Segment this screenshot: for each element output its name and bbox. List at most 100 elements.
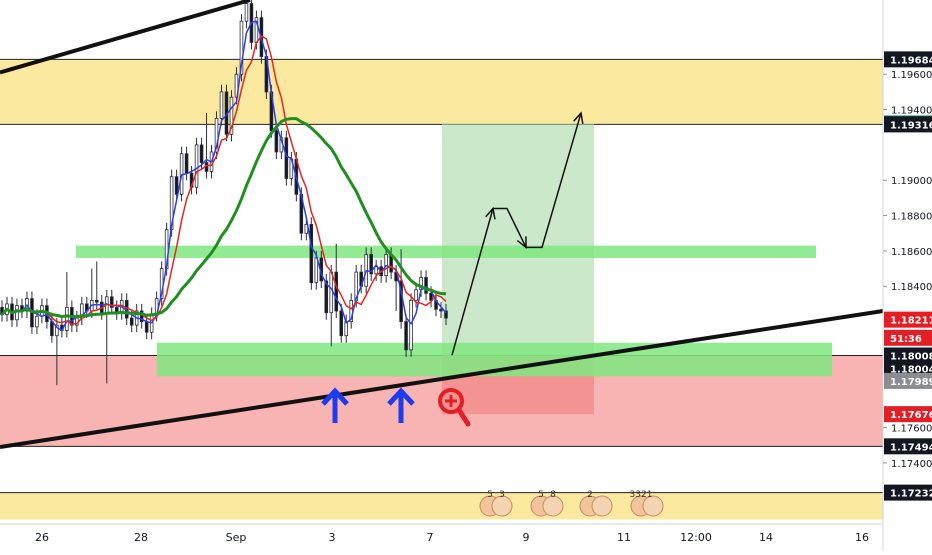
price-tag: 1.18004 bbox=[884, 360, 932, 377]
price-tag: 1.19316 bbox=[884, 116, 932, 133]
candle bbox=[214, 111, 219, 160]
price-tag: 1.19684 bbox=[884, 51, 932, 68]
candle-body bbox=[439, 308, 443, 312]
candle bbox=[65, 272, 69, 338]
upper-resistance-zone bbox=[0, 59, 883, 125]
upper-trendline bbox=[0, 0, 251, 75]
candle-body bbox=[309, 223, 314, 284]
candle bbox=[229, 90, 234, 142]
y-axis: 1.19600 1.19400 1.19000 1.18800 1.18600 1.184… bbox=[882, 0, 932, 550]
candle-body bbox=[314, 257, 319, 284]
candle bbox=[409, 293, 413, 357]
moving-averages-layer bbox=[0, 20, 447, 332]
event-flag-label: 5 bbox=[487, 490, 493, 500]
candle-body bbox=[35, 315, 39, 328]
candle-body bbox=[444, 310, 448, 319]
candle bbox=[95, 261, 99, 310]
candle-body bbox=[369, 254, 373, 275]
candle bbox=[424, 270, 428, 301]
candle bbox=[404, 314, 408, 357]
lower-zone bbox=[0, 492, 883, 520]
candle bbox=[339, 303, 344, 343]
y-axis-background bbox=[883, 0, 932, 550]
candle-body bbox=[409, 299, 413, 351]
projection-arrowhead bbox=[573, 111, 584, 125]
candle-body bbox=[414, 289, 418, 301]
event-flag-icon bbox=[591, 495, 613, 517]
candle-body bbox=[109, 296, 114, 308]
arrow-up-1 bbox=[321, 387, 349, 423]
price-tag-box bbox=[884, 116, 932, 133]
candle-body bbox=[334, 271, 339, 312]
candle-body bbox=[219, 91, 224, 119]
x-tick-label: 26 bbox=[35, 531, 49, 544]
price-tag-label: 1.17989 bbox=[890, 377, 932, 388]
projection-arrowhead bbox=[485, 206, 496, 220]
y-tick-label: 1.17400 bbox=[891, 459, 932, 470]
price-tag-label: 1.17494 bbox=[890, 442, 932, 453]
candle-body bbox=[274, 130, 279, 153]
candle-body bbox=[404, 321, 408, 351]
candle bbox=[444, 303, 448, 326]
price-tag-label: 1.19684 bbox=[890, 55, 932, 66]
candle bbox=[55, 318, 59, 386]
price-tag-label: 1.19316 bbox=[890, 120, 932, 131]
price-tag: 1.17676 bbox=[884, 406, 932, 423]
y-tick-label: 1.18600 bbox=[891, 247, 932, 258]
x-tick-label: Sep bbox=[226, 531, 247, 544]
candle-body bbox=[374, 266, 378, 275]
candle-body bbox=[50, 321, 54, 337]
y-tick-label: 1.18400 bbox=[891, 282, 932, 293]
event-flag: 3321 bbox=[630, 490, 664, 517]
price-tag: 1.18008 bbox=[884, 347, 932, 364]
moving-average-3 bbox=[0, 117, 447, 319]
candle bbox=[174, 169, 179, 202]
price-tag: 1.18211 bbox=[884, 311, 932, 328]
candle-body bbox=[424, 277, 428, 294]
candle-body bbox=[214, 117, 219, 153]
x-tick-label: 11 bbox=[617, 531, 631, 544]
candle-body bbox=[244, 3, 249, 22]
price-tag-box bbox=[884, 51, 932, 68]
price-tag-label: 1.17676 bbox=[890, 410, 932, 421]
x-tick-label: 3 bbox=[329, 531, 336, 544]
price-tag-label: 1.18211 bbox=[890, 316, 932, 327]
x-axis: 26 28 Sep 3 7 9 11 12:00 14 16 bbox=[0, 523, 932, 550]
event-flag-label: 3321 bbox=[630, 490, 653, 500]
candle-body bbox=[129, 317, 134, 326]
candle bbox=[194, 137, 199, 195]
event-flag: 2 bbox=[579, 490, 613, 517]
price-tag: 1.17989 bbox=[884, 372, 932, 389]
magnifier-handle bbox=[456, 407, 471, 427]
y-tick-label: 1.18800 bbox=[891, 212, 932, 223]
candle bbox=[284, 130, 289, 186]
candle-body bbox=[199, 144, 204, 163]
x-tick-label: 16 bbox=[855, 531, 869, 544]
price-tag-box bbox=[884, 438, 932, 455]
projection-arrowhead bbox=[516, 236, 527, 249]
candle-body bbox=[324, 280, 329, 314]
arrow-head bbox=[321, 387, 349, 406]
price-tag-box bbox=[884, 484, 932, 501]
magnifier-icon bbox=[438, 388, 471, 427]
projection-path bbox=[451, 112, 582, 356]
candle-body bbox=[55, 324, 59, 337]
magnifier-lens bbox=[438, 388, 464, 414]
trendlines-layer bbox=[0, 0, 884, 450]
candle-body bbox=[229, 96, 234, 135]
candle-body bbox=[174, 176, 179, 195]
candle-body bbox=[339, 310, 344, 337]
candle bbox=[374, 259, 378, 281]
price-tag-box bbox=[884, 406, 932, 423]
event-flag-label: 3 bbox=[499, 490, 505, 500]
event-flag-label: 5 bbox=[538, 490, 544, 500]
event-flag-icon bbox=[642, 495, 664, 517]
candle-body bbox=[344, 321, 348, 337]
candle bbox=[274, 123, 279, 160]
price-tag-box bbox=[884, 347, 932, 364]
candle bbox=[439, 302, 443, 319]
price-tag-label: 1.18004 bbox=[890, 365, 932, 376]
candle-body bbox=[239, 20, 244, 75]
price-tag-box bbox=[884, 329, 932, 346]
